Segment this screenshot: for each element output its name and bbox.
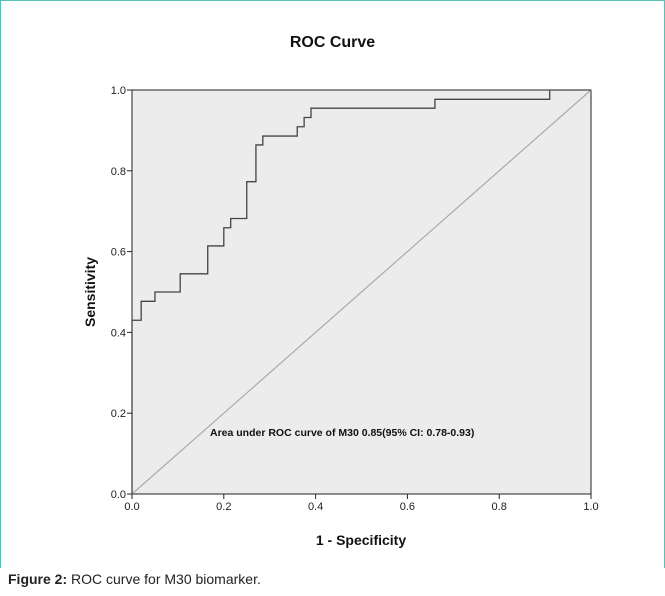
y-tick-label: 0.4 [111, 327, 126, 339]
annotation: Area under ROC curve of M30 0.85(95% CI:… [210, 427, 474, 439]
x-axis-label: 1 - Specificity [316, 532, 406, 548]
x-tick-label: 0.6 [400, 501, 415, 513]
x-tick-label: 0.4 [308, 501, 323, 513]
y-tick-label: 1.0 [111, 85, 126, 97]
x-tick-label: 0.2 [216, 501, 231, 513]
roc-chart: 0.0 0.2 0.4 0.6 0.8 1.0 0.0 0.2 0.4 0.6 0.8 1.0 Are… [82, 85, 599, 548]
x-tick-label: 0.8 [492, 501, 507, 513]
y-tick-label: 0.2 [111, 408, 126, 420]
x-tick-label: 1.0 [583, 501, 598, 513]
chart-title: ROC Curve [289, 34, 376, 51]
y-tick-label: 0.0 [111, 489, 126, 501]
reference-line [131, 89, 592, 495]
y-tick-label: 0.8 [111, 166, 126, 178]
figure-caption: Figure 2: ROC curve for M30 biomarker. [8, 571, 261, 587]
figure-caption-label: Figure 2: [8, 571, 68, 587]
x-tick-label: 0.0 [124, 501, 139, 513]
y-axis-label: Sensitivity [82, 257, 98, 327]
y-tick-label: 0.6 [111, 247, 126, 259]
roc-curve-line [131, 89, 591, 494]
figure-caption-text: ROC curve for M30 biomarker. [67, 571, 261, 587]
